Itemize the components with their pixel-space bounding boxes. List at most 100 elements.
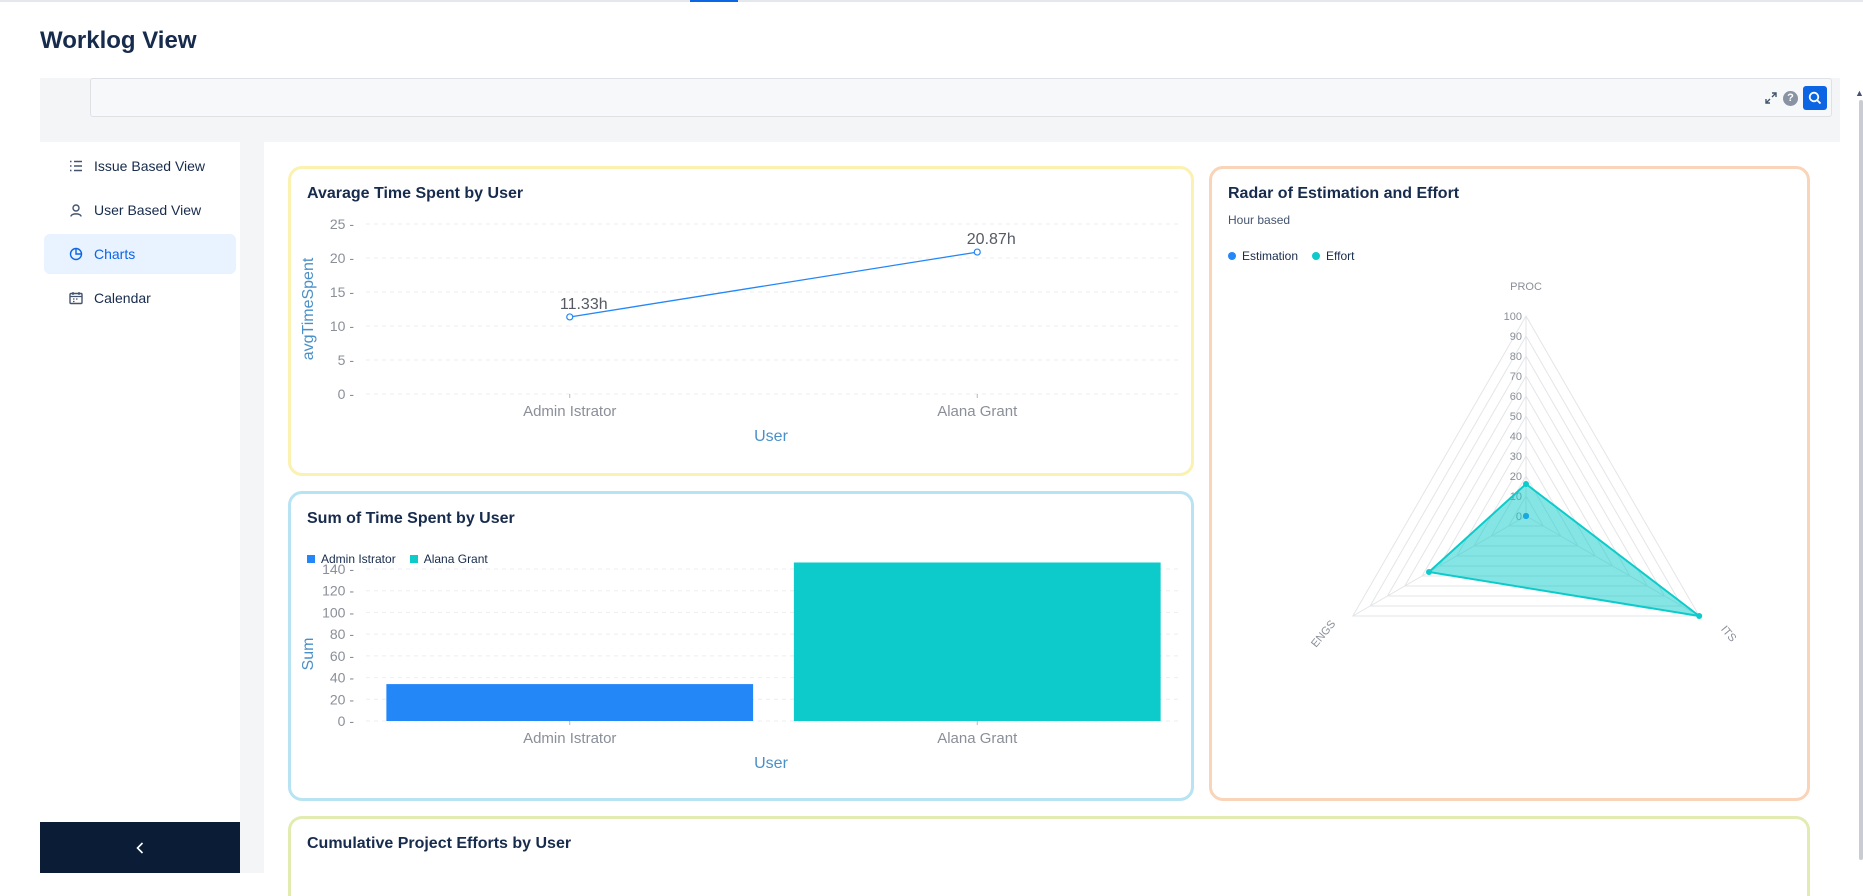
data-label: 11.33h <box>560 296 608 313</box>
top-nav-line <box>0 0 1863 2</box>
radar-tick-label: 60 <box>1510 391 1522 403</box>
radar-data-point <box>1523 481 1529 487</box>
legend-label: Estimation <box>1242 249 1299 263</box>
sidebar-item-user-based-view[interactable]: User Based View <box>44 190 236 230</box>
y-tick-label: 120 - <box>322 583 354 599</box>
expand-icon[interactable] <box>1764 91 1778 105</box>
sidebar: Issue Based View User Based View Charts … <box>40 142 240 872</box>
card-title: Radar of Estimation and Effort <box>1228 185 1460 202</box>
sum-time-bar-chart: 0 - 20 - 40 - 60 - 80 - 100 - 120 - 140 - Admin … <box>300 561 1181 772</box>
radar-axis-label: ENGS <box>1309 618 1338 650</box>
radar-chart: 0102030405060708090100PROCITSENGS <box>1309 281 1738 650</box>
list-icon <box>68 158 84 174</box>
sidebar-item-label: Calendar <box>94 290 151 306</box>
radar-data-point <box>1426 569 1433 575</box>
y-axis-label: Sum <box>300 638 317 671</box>
card-title: Sum of Time Spent by User <box>307 510 515 527</box>
card-title: Cumulative Project Efforts by User <box>307 835 572 852</box>
y-tick-label: 15 - <box>330 284 354 300</box>
x-axis-label: User <box>754 755 788 772</box>
radar-grid-ring <box>1386 354 1666 597</box>
search-tools: ? <box>1764 86 1827 110</box>
card-subtitle: Hour based <box>1228 213 1291 227</box>
y-axis-label: avgTimeSpent <box>300 257 317 360</box>
radar-tick-label: 90 <box>1510 331 1522 343</box>
sum-time-spent-card: Sum of Time Spent by User Admin Istrator… <box>288 491 1194 801</box>
legend-item[interactable]: Effort <box>1312 249 1355 263</box>
radar-tick-label: 80 <box>1510 351 1522 363</box>
bar <box>386 684 754 721</box>
legend-label: Effort <box>1326 249 1355 263</box>
data-point <box>566 313 574 321</box>
scroll-up-arrow[interactable]: ▲ <box>1855 88 1863 98</box>
radar-axis-label: ITS <box>1718 624 1738 645</box>
y-tick-label: 40 - <box>330 670 354 686</box>
y-tick-label: 0 - <box>338 386 355 402</box>
user-icon <box>68 202 84 218</box>
y-tick-label: 60 - <box>330 648 354 664</box>
y-tick-label: 20 - <box>330 691 354 707</box>
sidebar-item-charts[interactable]: Charts <box>44 234 236 274</box>
radar-data-point <box>1696 613 1703 619</box>
legend-item[interactable]: Admin Istrator <box>307 552 396 566</box>
y-tick-label: 140 - <box>322 561 354 577</box>
sidebar-item-calendar[interactable]: Calendar <box>44 278 236 318</box>
y-tick-label: 25 - <box>330 216 354 232</box>
radar-tick-label: 50 <box>1510 411 1522 423</box>
radar-grid-ring <box>1351 314 1701 617</box>
y-tick-label: 20 - <box>330 250 354 266</box>
sidebar-item-label: Issue Based View <box>94 158 206 174</box>
radar-tick-label: 30 <box>1510 451 1522 463</box>
sum-chart-legend: Admin Istrator Alana Grant <box>307 552 488 566</box>
legend-label: Admin Istrator <box>321 552 396 566</box>
radar-axis-label: PROC <box>1510 281 1542 293</box>
radar-tick-label: 70 <box>1510 371 1522 383</box>
radar-tick-label: 40 <box>1510 431 1522 443</box>
chevron-left-icon <box>136 841 144 854</box>
bar <box>793 562 1161 721</box>
legend-item[interactable]: Estimation <box>1228 249 1298 263</box>
avg-time-spent-card: Avarage Time Spent by User 0 - 5 - 10 - 15 … <box>288 166 1194 476</box>
data-point <box>973 248 981 256</box>
y-tick-label: 80 - <box>330 626 354 642</box>
active-tab-indicator <box>690 0 738 2</box>
y-tick-label: 100 - <box>322 604 354 620</box>
legend-swatch <box>307 555 315 563</box>
search-button[interactable] <box>1803 86 1827 110</box>
sidebar-item-issue-based-view[interactable]: Issue Based View <box>44 146 236 186</box>
legend-swatch <box>409 555 418 563</box>
radar-series-area <box>1426 482 1700 617</box>
series-line <box>569 251 978 318</box>
radar-card: Radar of Estimation and Effort Hour base… <box>1209 166 1810 801</box>
legend-label: Alana Grant <box>423 552 488 566</box>
sidebar-item-label: Charts <box>94 246 136 262</box>
legend-swatch <box>1312 252 1321 260</box>
pie-chart-icon <box>68 246 84 262</box>
sidebar-item-label: User Based View <box>94 202 202 218</box>
cumulative-efforts-card: Cumulative Project Efforts by User <box>288 816 1810 896</box>
radar-tick-label: 20 <box>1510 471 1522 483</box>
search-band: ? <box>40 78 1840 142</box>
x-tick-label: Admin Istrator <box>523 730 616 747</box>
data-label: 20.87h <box>967 231 1016 248</box>
collapse-sidebar-button[interactable] <box>40 822 240 873</box>
legend-item[interactable]: Alana Grant <box>409 552 488 566</box>
x-axis-label: User <box>754 428 788 445</box>
x-tick-label: Admin Istrator <box>523 403 616 420</box>
help-icon[interactable]: ? <box>1783 90 1798 106</box>
page-scrollbar[interactable] <box>1859 100 1863 860</box>
y-tick-label: 5 - <box>338 352 355 368</box>
avg-time-line-chart: 0 - 5 - 10 - 15 - 20 - 25 - Admin Istrator Alan… <box>300 216 1181 445</box>
page-title: Worklog View <box>40 27 197 54</box>
search-icon <box>1808 91 1822 105</box>
card-title: Avarage Time Spent by User <box>307 185 524 202</box>
radar-grid-ring <box>1369 335 1683 607</box>
calendar-icon <box>68 290 84 306</box>
search-input[interactable]: ? <box>90 78 1832 117</box>
legend-swatch <box>1228 252 1236 260</box>
radar-tick-label: 100 <box>1504 311 1522 323</box>
radar-legend: Estimation Effort <box>1228 249 1355 263</box>
x-tick-label: Alana Grant <box>937 403 1018 420</box>
x-tick-label: Alana Grant <box>937 730 1018 747</box>
y-tick-label: 0 - <box>338 713 355 729</box>
